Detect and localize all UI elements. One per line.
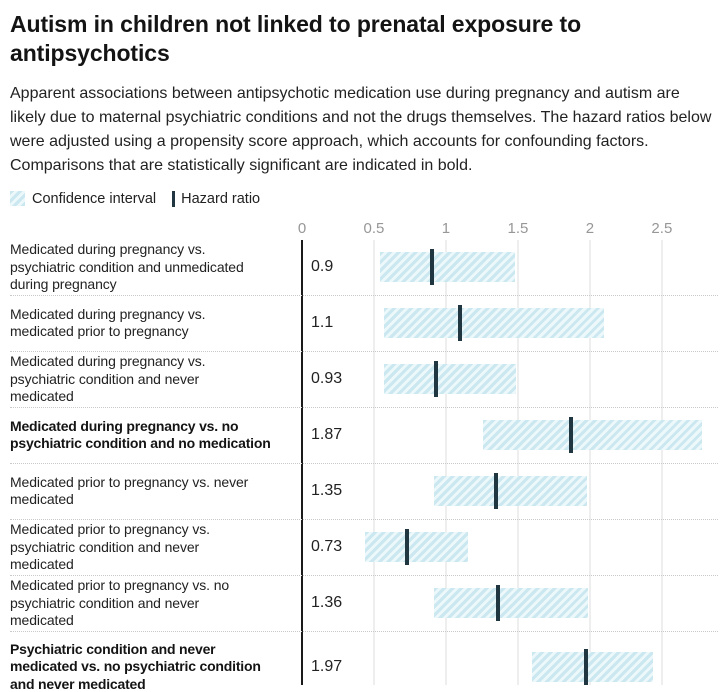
axis-tick-label: 2: [585, 219, 595, 237]
confidence-interval-bar: [434, 476, 587, 507]
axis-tick-label: 1.5: [507, 219, 529, 237]
axis-spacer: [10, 220, 302, 240]
hazard-ratio-value: 1.87: [311, 426, 343, 444]
hazard-ratio-line: [429, 249, 434, 286]
hazard-ratio-value: 1.36: [311, 594, 343, 612]
plot-area: Medicated during pregnancy vs. psychiatr…: [10, 239, 718, 692]
hazard-ratio-line: [583, 648, 588, 685]
axis-tick-label: 0: [297, 219, 307, 237]
confidence-interval-bar: [384, 308, 605, 339]
confidence-interval-bar: [434, 588, 589, 619]
table-row: Medicated during pregnancy vs. no psychi…: [10, 406, 718, 463]
row-plot-area: 1.87: [302, 408, 718, 463]
table-row: Medicated prior to pregnancy vs. never m…: [10, 462, 718, 519]
gridline: [517, 239, 519, 685]
hazard-ratio-value: 1.35: [311, 482, 343, 500]
row-plot-area: 1.1: [302, 296, 718, 351]
confidence-interval-bar: [532, 651, 654, 682]
comparison-label: Medicated during pregnancy vs. psychiatr…: [10, 241, 244, 293]
gridline: [373, 239, 375, 685]
confidence-interval-swatch-icon: [10, 191, 25, 207]
confidence-interval-bar: [365, 532, 468, 563]
comparison-label: Medicated prior to pregnancy vs. psychia…: [10, 521, 210, 573]
row-plot-area: 0.93: [302, 352, 718, 407]
hazard-ratio-value: 0.9: [311, 258, 334, 276]
hazard-ratio-value: 1.97: [311, 657, 343, 675]
chart-rows: Medicated during pregnancy vs. psychiatr…: [10, 240, 718, 692]
gridline: [589, 239, 591, 685]
row-plot-area: 0.73: [302, 520, 718, 575]
hazard-ratio-line: [405, 529, 410, 566]
page-title: Autism in children not linked to prenata…: [10, 11, 582, 67]
hazard-ratio-line: [433, 361, 438, 398]
hazard-ratio-value: 1.1: [311, 314, 334, 332]
table-row: Psychiatric condition and never medicate…: [10, 630, 718, 692]
table-row: Medicated during pregnancy vs. psychiatr…: [10, 350, 718, 407]
comparison-label: Medicated prior to pregnancy vs. no psyc…: [10, 577, 230, 629]
x-axis-tick-labels: 0 0.5 1 1.5 2 2.5: [298, 219, 718, 240]
axis-tick-label: 0.5: [363, 219, 385, 237]
comparison-label: Psychiatric condition and never medicate…: [10, 640, 261, 692]
hazard-ratio-legend-label: Hazard ratio: [181, 190, 261, 207]
comparison-label: Medicated during pregnancy vs. no psychi…: [10, 417, 271, 452]
x-axis: 0 0.5 1 1.5 2 2.5: [10, 220, 718, 240]
chart-legend: Confidence interval Hazard ratio: [10, 188, 718, 210]
row-plot-area: 0.9: [302, 240, 718, 295]
gridline: [445, 239, 447, 685]
confidence-interval-bar: [384, 364, 517, 395]
hazard-ratio-line: [458, 305, 463, 342]
gridlines: [301, 239, 718, 685]
row-plot-area: 1.97: [302, 632, 718, 692]
hazard-ratio-line: [495, 585, 500, 622]
hazard-ratio-line: [494, 473, 499, 510]
axis-zero-line: [301, 239, 303, 685]
table-row: Medicated during pregnancy vs. psychiatr…: [10, 240, 718, 295]
hazard-ratio-value: 0.93: [311, 370, 343, 388]
hazard-ratio-chart: 0 0.5 1 1.5 2 2.5 Medicated during pregnancy …: [10, 220, 718, 692]
comparison-label: Medicated prior to pregnancy vs. never m…: [10, 473, 249, 508]
hazard-ratio-line: [569, 417, 574, 454]
axis-tick-label: 1: [441, 219, 451, 237]
table-row: Medicated prior to pregnancy vs. no psyc…: [10, 574, 718, 631]
confidence-interval-bar: [379, 252, 516, 283]
table-row: Medicated during pregnancy vs. medicated…: [10, 294, 718, 351]
confidence-interval-legend-label: Confidence interval: [32, 190, 157, 207]
gridline: [661, 239, 663, 685]
confidence-interval-bar: [483, 420, 703, 451]
table-row: Medicated prior to pregnancy vs. psychia…: [10, 518, 718, 575]
row-plot-area: 1.35: [302, 464, 718, 519]
comparison-label: Medicated during pregnancy vs. psychiatr…: [10, 353, 206, 405]
hazard-ratio-line-icon: [172, 190, 176, 207]
chart-description: Apparent associations between antipsycho…: [10, 84, 712, 174]
row-plot-area: 1.36: [302, 576, 718, 631]
comparison-label: Medicated during pregnancy vs. medicated…: [10, 305, 206, 340]
hazard-ratio-value: 0.73: [311, 538, 343, 556]
axis-tick-label: 2.5: [651, 219, 673, 237]
